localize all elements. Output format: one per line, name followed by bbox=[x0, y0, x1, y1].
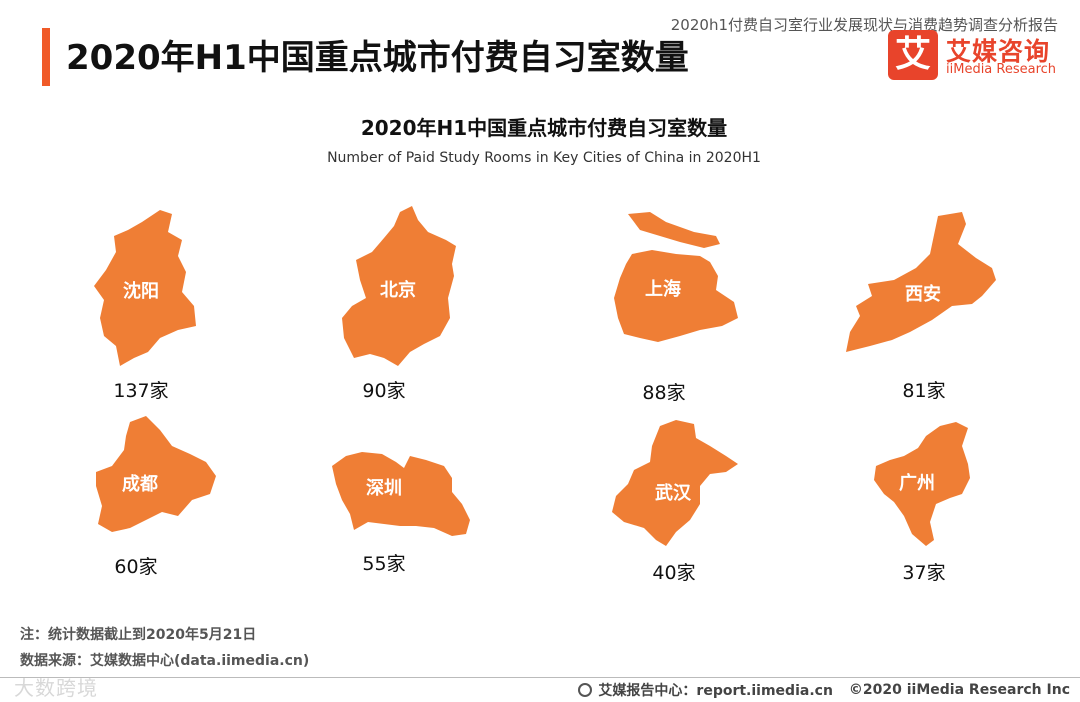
iimedia-logo: 艾 艾媒咨询 iiMedia Research bbox=[888, 30, 1058, 82]
data-source: 数据来源：艾媒数据中心(data.iimedia.cn) bbox=[20, 653, 310, 669]
city-7-map-shape bbox=[612, 420, 738, 546]
city-7-label: 武汉 bbox=[655, 483, 692, 504]
city-2-map-shape bbox=[342, 206, 456, 366]
chart-subtitle: Number of Paid Study Rooms in Key Cities… bbox=[327, 150, 761, 166]
city-2-value-label: 90家 bbox=[362, 380, 405, 402]
city-4-label: 西安 bbox=[905, 283, 941, 305]
city-4-value-label: 81家 bbox=[902, 380, 945, 402]
city-5-label: 成都 bbox=[122, 473, 158, 495]
city-2-label: 北京 bbox=[380, 279, 416, 301]
city-6-label: 深圳 bbox=[366, 477, 402, 499]
city-3-value-label: 88家 bbox=[642, 382, 685, 404]
city-1-value-label: 137家 bbox=[113, 380, 168, 402]
logo-name-en: iiMedia Research bbox=[946, 62, 1057, 77]
footer-divider bbox=[0, 677, 1080, 678]
city-3-label: 上海 bbox=[645, 278, 681, 300]
footer: 艾媒报告中心：report.iimedia.cn ©2020 iiMedia R… bbox=[578, 680, 1070, 700]
data-note: 注：统计数据截止到2020年5月21日 bbox=[20, 627, 257, 643]
watermark: 大数跨境 bbox=[14, 676, 98, 700]
city-4-map-shape bbox=[846, 212, 996, 352]
city-5-value-label: 60家 bbox=[114, 556, 157, 578]
report-name: 2020h1付费自习室行业发展现状与消费趋势调查分析报告 bbox=[670, 16, 1058, 34]
globe-icon bbox=[578, 683, 593, 697]
city-1-map-shape bbox=[94, 210, 196, 366]
page-title: 2020年H1中国重点城市付费自习室数量 bbox=[66, 38, 689, 78]
title-accent-bar bbox=[42, 28, 50, 86]
city-3-map-shape bbox=[614, 212, 738, 342]
logo-name-cn: 艾媒咨询 bbox=[946, 37, 1051, 66]
city-6-value-label: 55家 bbox=[362, 553, 405, 575]
copyright: ©2020 iiMedia Research Inc bbox=[848, 682, 1070, 698]
city-8-label: 广州 bbox=[899, 472, 935, 494]
city-7-value-label: 40家 bbox=[652, 562, 695, 584]
chart-title: 2020年H1中国重点城市付费自习室数量 bbox=[360, 116, 728, 140]
city-8-value-label: 37家 bbox=[902, 562, 945, 584]
city-6-map-shape bbox=[332, 452, 470, 536]
city-5-map-shape bbox=[96, 416, 216, 532]
report-center-link[interactable]: 艾媒报告中心：report.iimedia.cn bbox=[598, 683, 833, 699]
city-1-label: 沈阳 bbox=[123, 280, 159, 302]
city-8-map-shape bbox=[874, 422, 970, 546]
logo-mark-icon: 艾 bbox=[888, 30, 938, 80]
